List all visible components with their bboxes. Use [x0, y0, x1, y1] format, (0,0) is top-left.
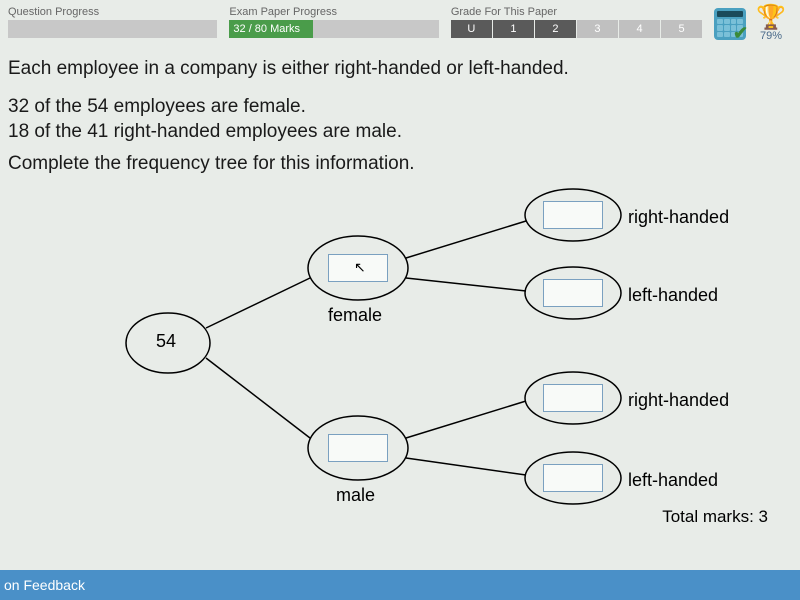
- trophy-block[interactable]: 🏆 79%: [756, 6, 786, 42]
- question-content: Each employee in a company is either rig…: [0, 44, 800, 537]
- question-progress-block: Question Progress: [8, 6, 217, 38]
- trophy-icon: 🏆: [756, 6, 786, 30]
- tree-l2-input[interactable]: [543, 201, 603, 229]
- calculator-icon[interactable]: ✔: [714, 8, 746, 40]
- exam-progress-bar: 32 / 80 Marks: [229, 20, 438, 38]
- tree-l2-label: right-handed: [628, 390, 729, 411]
- tree-l2-label: right-handed: [628, 207, 729, 228]
- feedback-footer[interactable]: on Feedback: [0, 570, 800, 600]
- icons-block: ✔ 🏆 79%: [714, 6, 792, 42]
- question-line-4: Complete the frequency tree for this inf…: [8, 151, 792, 177]
- grade-cell[interactable]: 3: [577, 20, 618, 38]
- tree-l2-input[interactable]: [543, 384, 603, 412]
- exam-progress-fill: 32 / 80 Marks: [229, 20, 313, 38]
- exam-progress-label: Exam Paper Progress: [229, 6, 438, 18]
- tree-l2-label: left-handed: [628, 285, 718, 306]
- grade-label: Grade For This Paper: [451, 6, 702, 18]
- feedback-label: on Feedback: [4, 577, 85, 593]
- question-progress-bar: [8, 20, 217, 38]
- trophy-percent: 79%: [756, 30, 786, 42]
- tree-l2-input[interactable]: [543, 464, 603, 492]
- tree-l1-label: female: [328, 305, 382, 326]
- frequency-tree: 54 female male right-handed left-handed right…: [8, 183, 788, 533]
- question-progress-label: Question Progress: [8, 6, 217, 18]
- grade-cell[interactable]: 2: [535, 20, 576, 38]
- question-line-3: 18 of the 41 right-handed employees are …: [8, 119, 792, 145]
- top-bar: Question Progress Exam Paper Progress 32…: [0, 0, 800, 44]
- tree-l1-label: male: [336, 485, 375, 506]
- grade-row: U12345: [451, 20, 702, 38]
- exam-progress-block: Exam Paper Progress 32 / 80 Marks: [229, 6, 438, 38]
- tree-l2-input[interactable]: [543, 279, 603, 307]
- grade-cell[interactable]: 5: [661, 20, 702, 38]
- grade-cell[interactable]: 1: [493, 20, 534, 38]
- grade-cell[interactable]: U: [451, 20, 492, 38]
- grade-cell[interactable]: 4: [619, 20, 660, 38]
- check-icon: ✔: [733, 23, 748, 44]
- total-marks: Total marks: 3: [662, 507, 768, 527]
- question-progress-value: [8, 20, 12, 38]
- question-line-1: Each employee in a company is either rig…: [8, 56, 792, 82]
- tree-root-value: 54: [156, 331, 176, 352]
- tree-l1-input[interactable]: [328, 254, 388, 282]
- tree-l2-label: left-handed: [628, 470, 718, 491]
- grade-block: Grade For This Paper U12345: [451, 6, 702, 38]
- question-line-2: 32 of the 54 employees are female.: [8, 94, 792, 120]
- tree-l1-input[interactable]: [328, 434, 388, 462]
